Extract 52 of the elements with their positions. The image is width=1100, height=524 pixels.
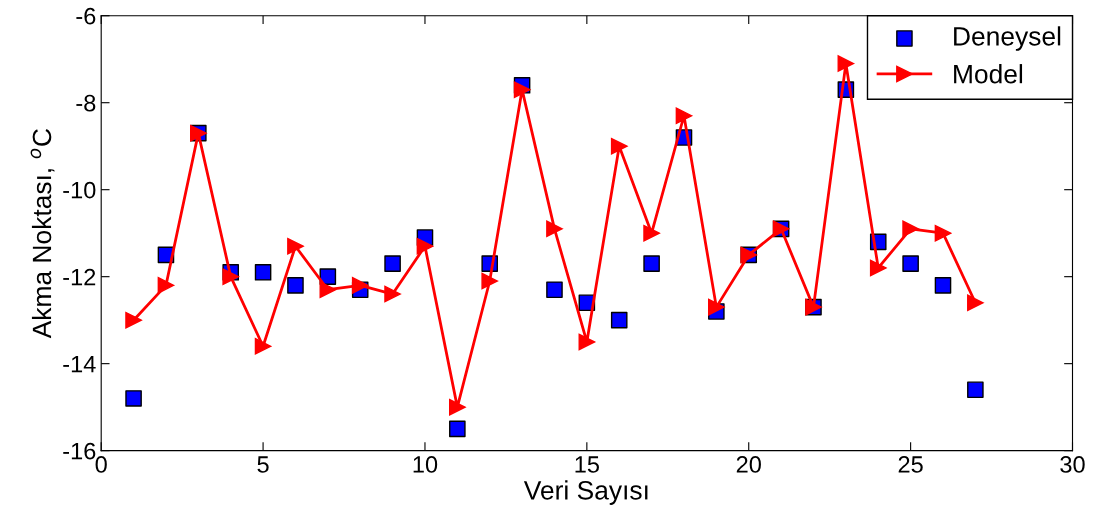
point bbox=[319, 281, 337, 299]
point bbox=[934, 224, 952, 242]
point bbox=[157, 277, 175, 294]
point bbox=[449, 398, 466, 416]
point bbox=[902, 255, 919, 272]
point bbox=[254, 337, 272, 355]
x-tick-label: 0 bbox=[95, 456, 107, 473]
point bbox=[319, 268, 337, 285]
x-tick-label: 15 bbox=[575, 456, 599, 473]
point bbox=[869, 259, 887, 277]
point bbox=[481, 272, 499, 290]
y-tick-label: -16 bbox=[63, 442, 96, 460]
legend-label: Deneysel bbox=[954, 26, 1061, 51]
y-axis-title: Akma Noktası, $^{o}$C bbox=[30, 129, 55, 339]
point bbox=[222, 268, 240, 286]
point bbox=[578, 333, 596, 351]
x-tick-label: 30 bbox=[1060, 456, 1085, 473]
point bbox=[967, 381, 984, 399]
point bbox=[125, 390, 142, 407]
point bbox=[384, 255, 401, 272]
point bbox=[351, 277, 369, 294]
y-tick-label: -12 bbox=[63, 268, 96, 286]
point bbox=[610, 137, 628, 155]
point bbox=[675, 107, 693, 125]
point bbox=[546, 281, 563, 299]
point bbox=[902, 220, 919, 238]
point bbox=[934, 277, 952, 294]
x-axis-title: Veri Sayısı bbox=[523, 480, 648, 505]
y-tick-label: -10 bbox=[63, 181, 96, 199]
point bbox=[837, 55, 855, 72]
x-tick-label: 10 bbox=[413, 456, 438, 473]
y-tick-label: -14 bbox=[63, 355, 96, 373]
point bbox=[287, 277, 304, 294]
point bbox=[384, 285, 401, 303]
point bbox=[416, 237, 434, 255]
x-tick-label: 5 bbox=[257, 456, 269, 473]
point bbox=[610, 311, 628, 329]
point bbox=[546, 220, 563, 238]
point bbox=[967, 294, 984, 312]
x-tick-label: 20 bbox=[736, 456, 761, 473]
y-tick-label: -8 bbox=[76, 94, 96, 112]
point bbox=[287, 237, 304, 255]
y-tick-label: -6 bbox=[76, 7, 96, 25]
point bbox=[643, 255, 660, 272]
point bbox=[708, 298, 725, 316]
point bbox=[125, 311, 142, 329]
point bbox=[643, 224, 660, 242]
x-tick-label: 25 bbox=[898, 456, 923, 473]
legend-label: Model bbox=[954, 64, 1023, 84]
point bbox=[513, 81, 531, 98]
point bbox=[254, 264, 272, 281]
point bbox=[449, 420, 466, 438]
